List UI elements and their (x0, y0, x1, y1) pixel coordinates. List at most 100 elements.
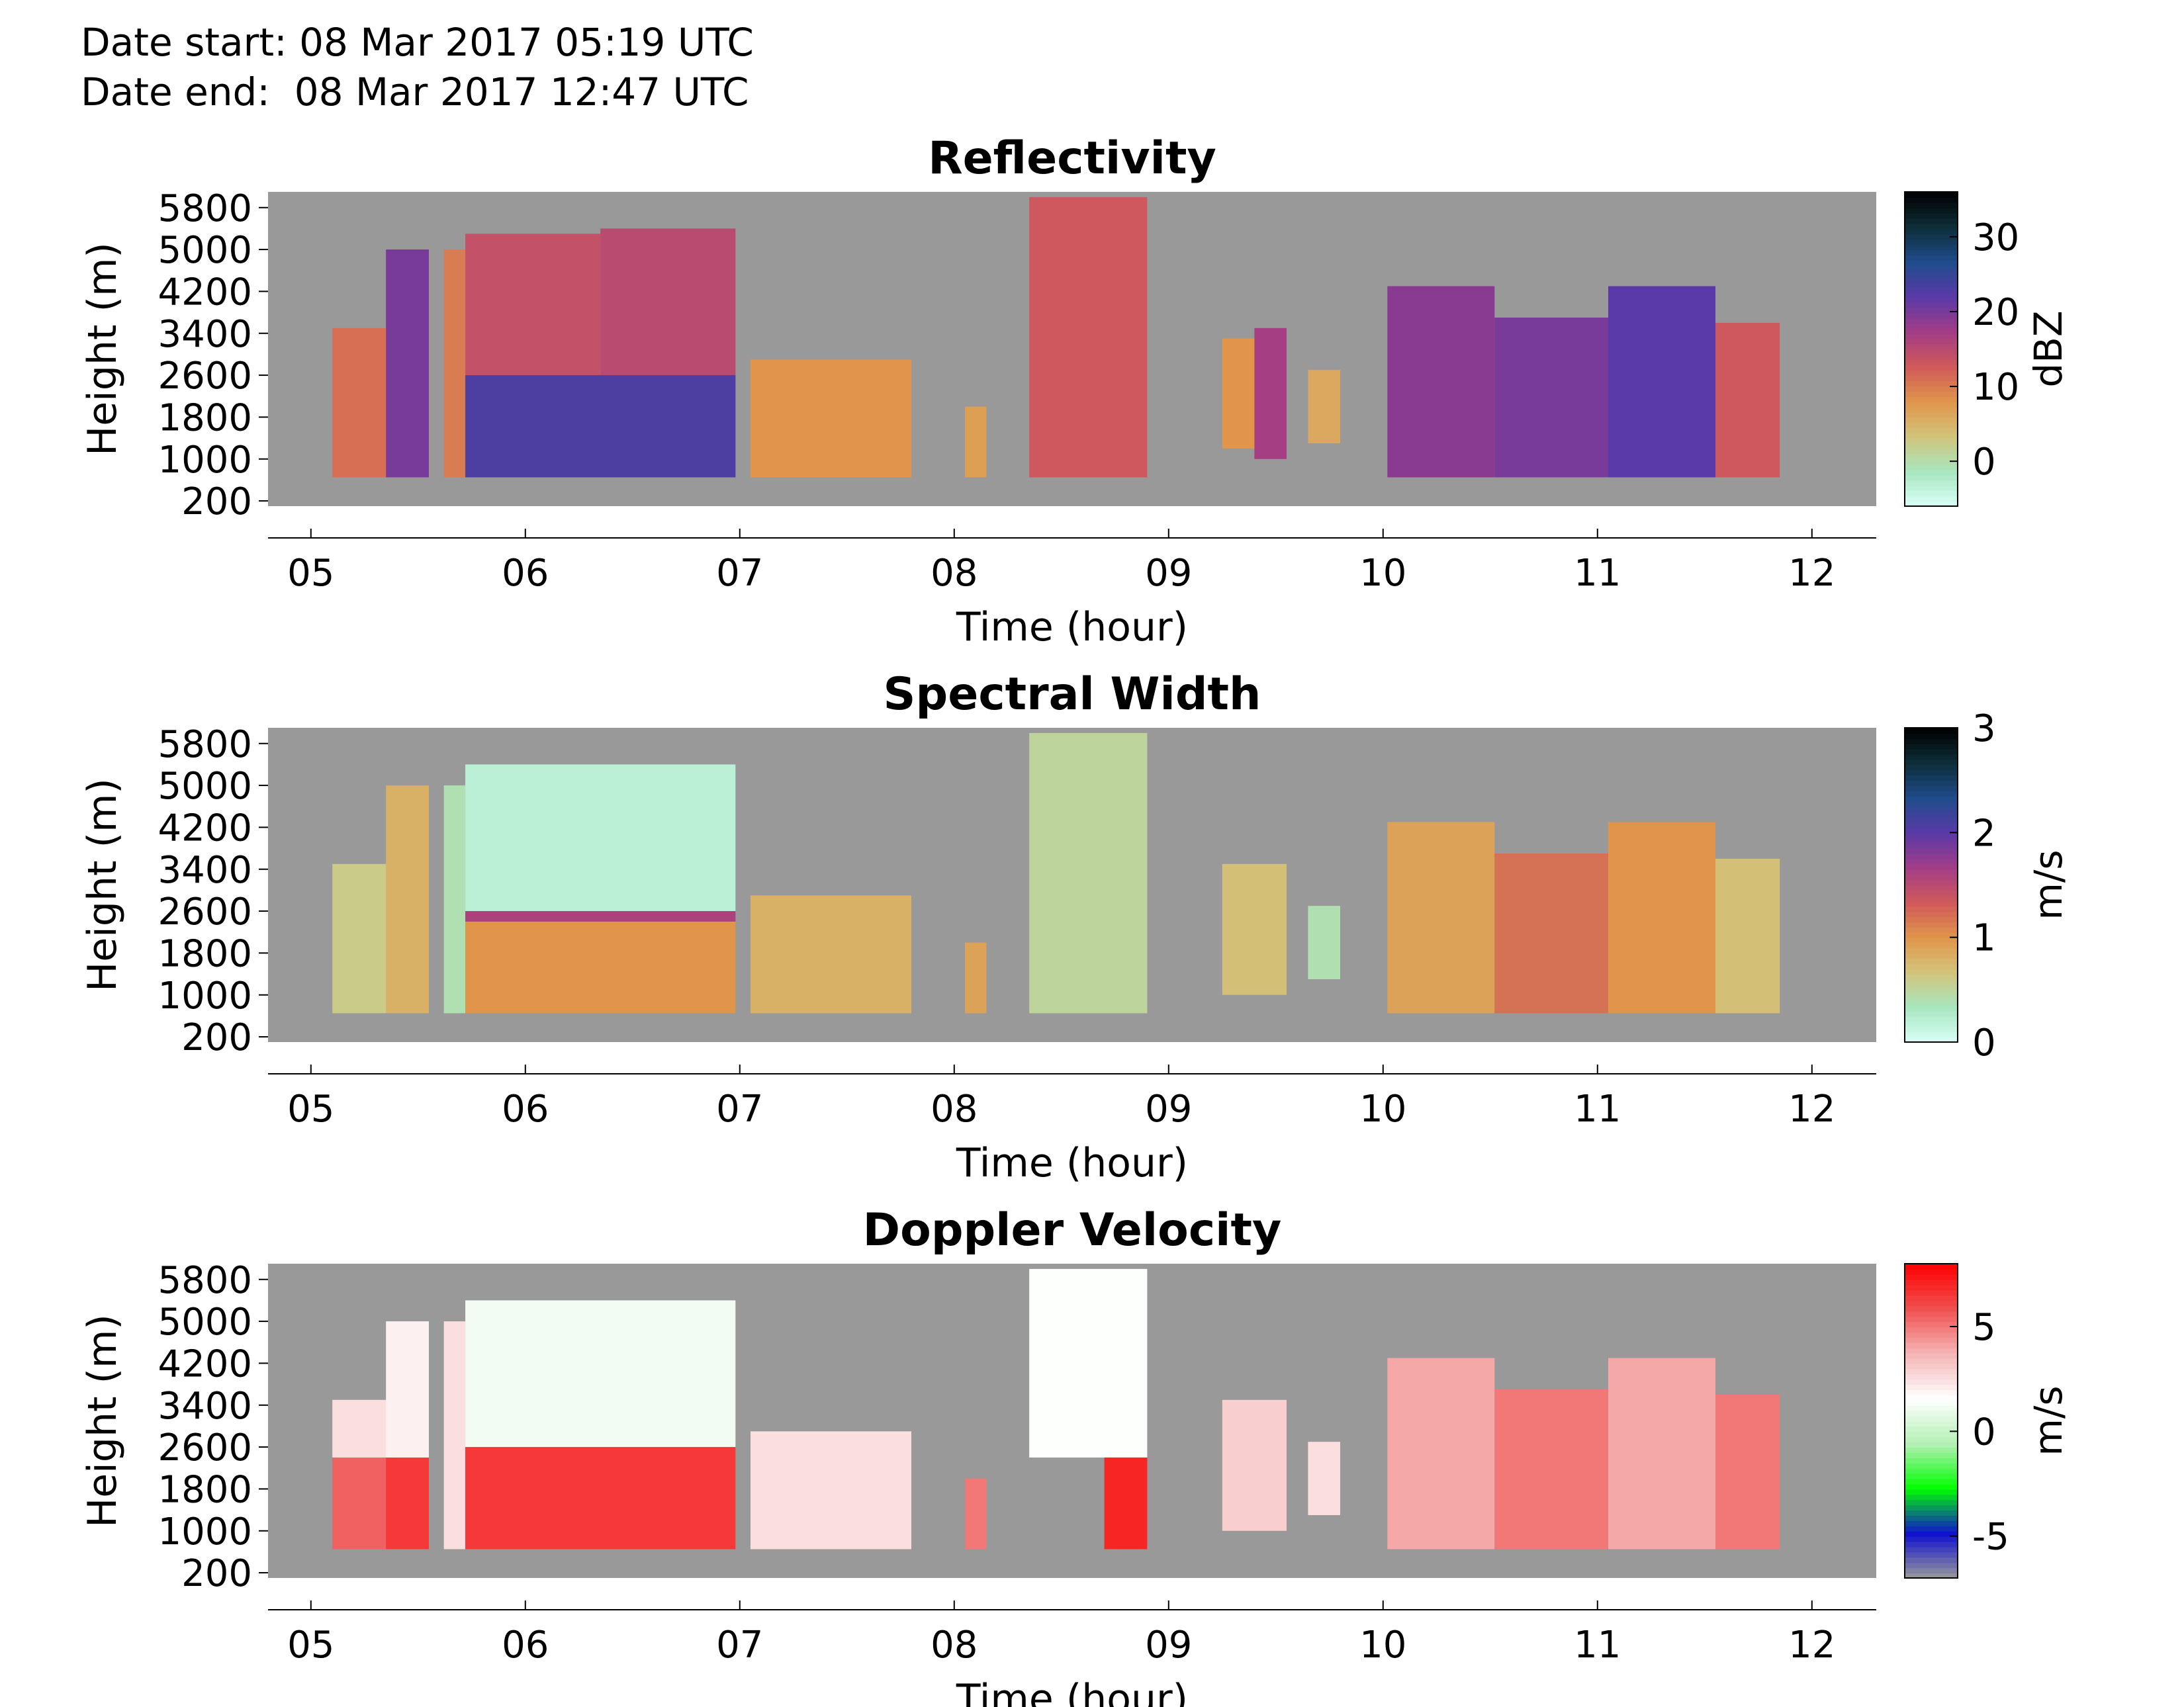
colorbar-segment (1905, 197, 1958, 203)
colorbar-segment (1905, 1405, 1958, 1411)
x-tick-label: 08 (931, 1624, 978, 1667)
echo-region (465, 375, 736, 478)
colorbar-segment (1905, 1374, 1958, 1380)
colorbar-tick-label: 10 (1972, 366, 2019, 409)
colorbar: 0 10 20 30 dBZ (1904, 191, 2071, 507)
chart-panel-2: Doppler Velocity200100018002600340042005… (79, 1204, 2071, 1707)
x-tick-label: 07 (716, 552, 763, 595)
echo-region (386, 1321, 429, 1458)
colorbar-segment (1905, 365, 1958, 371)
y-tick-label: 200 (181, 1016, 252, 1059)
colorbar-segment (1905, 822, 1958, 828)
colorbar-segment (1905, 474, 1958, 481)
colorbar-segment (1905, 1552, 1958, 1558)
echo-region (1222, 863, 1287, 995)
colorbar-segment (1905, 286, 1958, 292)
colorbar-segment (1905, 1415, 1958, 1422)
echo-region (1608, 822, 1715, 1014)
colorbar-segment (1905, 1327, 1958, 1333)
chart-title: Reflectivity (928, 132, 1216, 185)
colorbar-segment (1905, 1037, 1958, 1043)
colorbar-segment (1905, 223, 1958, 230)
colorbar-segment (1905, 1520, 1958, 1526)
colorbar-segment (1905, 1546, 1958, 1553)
colorbar-segment (1905, 780, 1958, 787)
colorbar-segment (1905, 1279, 1958, 1286)
x-tick-label: 12 (1788, 552, 1835, 595)
colorbar-segment (1905, 958, 1958, 965)
colorbar-segment (1905, 218, 1958, 224)
echo-region (1387, 286, 1495, 478)
colorbar-segment (1905, 1515, 1958, 1521)
echo-region (1387, 1358, 1495, 1550)
x-tick-label: 09 (1145, 1624, 1192, 1667)
echo-region (1715, 322, 1780, 478)
echo-region (965, 942, 987, 1014)
colorbar-segment (1905, 1389, 1958, 1395)
echo-region (1104, 1457, 1148, 1550)
x-tick-label: 09 (1145, 552, 1192, 595)
colorbar-segment (1905, 1462, 1958, 1469)
colorbar-segment (1905, 885, 1958, 891)
colorbar-label: m/s (2026, 850, 2071, 920)
colorbar-segment (1905, 349, 1958, 355)
colorbar-segment (1905, 1557, 1958, 1563)
colorbar-segment (1905, 265, 1958, 271)
colorbar-segment (1905, 1447, 1958, 1453)
colorbar-segment (1905, 775, 1958, 781)
chart-title: Doppler Velocity (863, 1204, 1282, 1256)
colorbar-segment (1905, 1478, 1958, 1485)
y-axis-label: Height (m) (79, 1314, 126, 1528)
colorbar-segment (1905, 1505, 1958, 1511)
colorbar-segment (1905, 1410, 1958, 1417)
colorbar-segment (1905, 1452, 1958, 1458)
colorbar-segment (1905, 937, 1958, 943)
colorbar-segment (1905, 1379, 1958, 1385)
colorbar-segment (1905, 1399, 1958, 1406)
colorbar-segment (1905, 1562, 1958, 1569)
colorbar-segment (1905, 1352, 1958, 1359)
y-tick-label: 5000 (158, 1301, 252, 1344)
y-tick-label: 4200 (158, 271, 252, 314)
colorbar-segment (1905, 759, 1958, 766)
colorbar-segment (1905, 1016, 1958, 1022)
echo-region (465, 1300, 736, 1448)
echo-region (1029, 732, 1148, 1014)
colorbar-segment (1905, 438, 1958, 444)
colorbar-segment (1905, 748, 1958, 755)
colorbar-segment (1905, 1473, 1958, 1479)
colorbar-segment (1905, 359, 1958, 366)
y-axis-label: Height (m) (79, 778, 126, 992)
colorbar-segment (1905, 1442, 1958, 1448)
x-tick-label: 11 (1574, 1624, 1621, 1667)
colorbar-segment (1905, 743, 1958, 750)
colorbar-segment (1905, 827, 1958, 834)
colorbar-segment (1905, 1431, 1958, 1438)
echo-region (1308, 906, 1340, 979)
echo-region (465, 921, 736, 1014)
colorbar-segment (1905, 900, 1958, 907)
colorbar-segment (1905, 969, 1958, 975)
y-tick-label: 1800 (158, 1468, 252, 1511)
x-axis-label: Time (hour) (956, 1676, 1188, 1707)
colorbar-segment (1905, 228, 1958, 235)
x-tick-label: 11 (1574, 1088, 1621, 1131)
colorbar-segment (1905, 453, 1958, 460)
colorbar-segment (1905, 443, 1958, 449)
colorbar-segment (1905, 1426, 1958, 1432)
colorbar-segment (1905, 212, 1958, 219)
y-tick-label: 5800 (158, 187, 252, 230)
colorbar-tick-label: 2 (1972, 812, 1996, 855)
echo-region (1715, 858, 1780, 1014)
colorbar-segment (1905, 259, 1958, 266)
colorbar-segment (1905, 1368, 1958, 1375)
colorbar-segment (1905, 963, 1958, 970)
colorbar-segment (1905, 307, 1958, 314)
colorbar-segment (1905, 270, 1958, 277)
x-tick-label: 05 (287, 552, 334, 595)
colorbar-segment (1905, 879, 1958, 886)
colorbar-segment (1905, 728, 1958, 734)
colorbar-tick-label: 1 (1972, 917, 1996, 960)
echo-region (1254, 328, 1287, 459)
echo-region (386, 1457, 429, 1550)
